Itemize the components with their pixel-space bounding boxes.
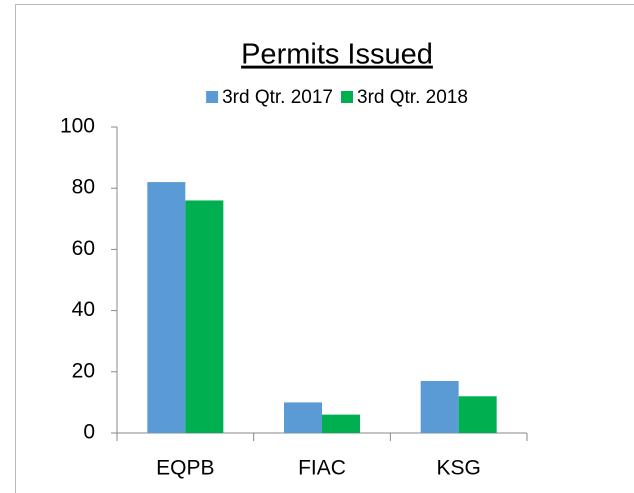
bar <box>420 380 459 433</box>
bar <box>284 402 322 433</box>
chart-frame <box>15 4 634 493</box>
y-tick-label: 0 <box>83 421 95 444</box>
legend-label: 3rd Qtr. 2017 <box>222 87 333 108</box>
y-tick-label: 80 <box>72 176 95 199</box>
bar <box>458 396 497 433</box>
y-tick-label: 100 <box>60 115 95 138</box>
legend-label: 3rd Qtr. 2018 <box>357 87 468 108</box>
bar <box>185 200 224 433</box>
chart-title: Permits Issued <box>241 39 433 71</box>
x-tick-label: FIAC <box>298 457 346 480</box>
x-tick-label: EQPB <box>156 457 214 480</box>
y-tick-label: 60 <box>72 237 95 260</box>
y-tick-label: 40 <box>72 298 95 321</box>
bar <box>147 182 186 433</box>
y-tick-label: 20 <box>72 359 95 382</box>
bar <box>322 414 360 433</box>
legend-swatch <box>206 91 219 103</box>
legend-swatch <box>341 91 353 103</box>
x-tick-label: KSG <box>436 457 480 480</box>
